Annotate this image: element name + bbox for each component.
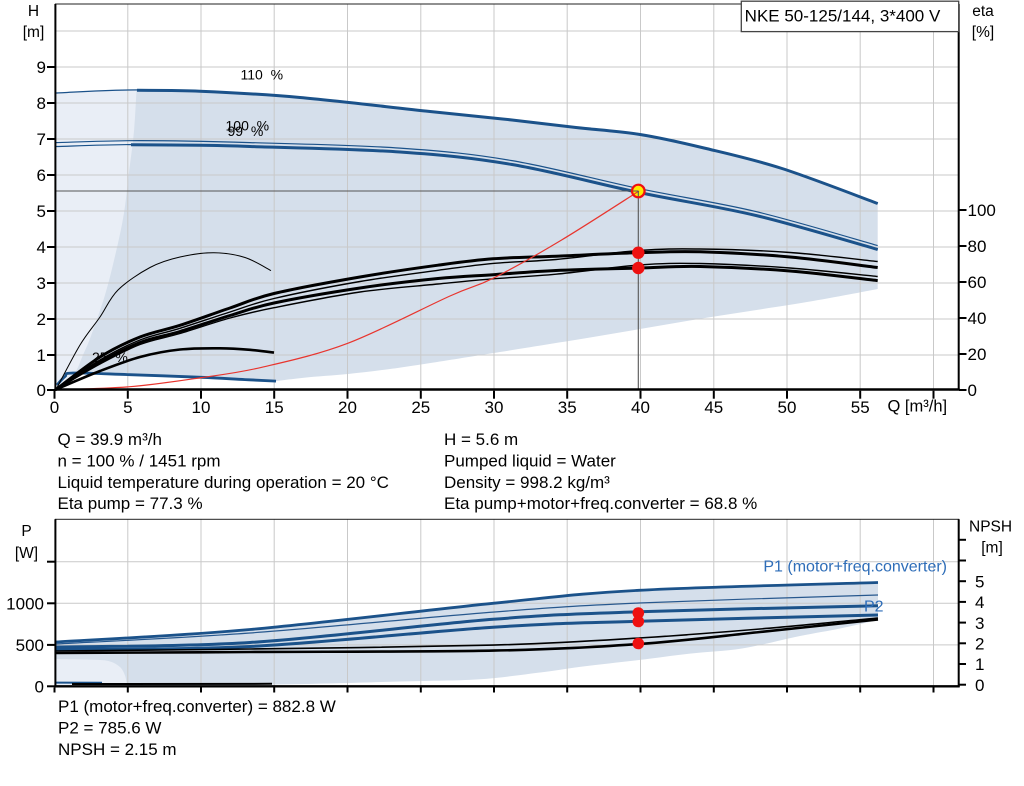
svg-text:0: 0 bbox=[37, 381, 46, 400]
svg-text:6: 6 bbox=[37, 166, 46, 185]
svg-text:9: 9 bbox=[37, 58, 46, 77]
svg-text:P2: P2 bbox=[864, 599, 884, 616]
svg-text:2: 2 bbox=[975, 635, 984, 654]
svg-text:eta: eta bbox=[972, 3, 994, 20]
svg-text:Eta pump+motor+freq.converter: Eta pump+motor+freq.converter = 68.8 % bbox=[444, 494, 757, 513]
svg-text:60: 60 bbox=[968, 273, 987, 292]
svg-text:Pumped liquid = Water: Pumped liquid = Water bbox=[444, 451, 616, 470]
svg-text:H: H bbox=[28, 3, 39, 20]
svg-text:0: 0 bbox=[50, 398, 59, 417]
svg-text:0: 0 bbox=[975, 676, 984, 695]
svg-text:8: 8 bbox=[37, 94, 46, 113]
svg-text:25 %: 25 % bbox=[92, 349, 128, 365]
svg-text:20: 20 bbox=[968, 345, 987, 364]
svg-text:1: 1 bbox=[975, 655, 984, 674]
svg-text:110 %: 110 % bbox=[241, 67, 284, 83]
svg-text:NKE 50-125/144, 3*400 V: NKE 50-125/144, 3*400 V bbox=[745, 6, 941, 25]
svg-text:Q = 39.9 m³/h: Q = 39.9 m³/h bbox=[58, 430, 162, 449]
svg-text:P1 (motor+freq.converter): P1 (motor+freq.converter) bbox=[763, 559, 947, 576]
svg-text:1: 1 bbox=[37, 346, 46, 365]
svg-text:Liquid temperature during oper: Liquid temperature during operation = 20… bbox=[58, 473, 389, 492]
svg-text:2: 2 bbox=[37, 310, 46, 329]
svg-text:NPSH: NPSH bbox=[969, 519, 1012, 536]
svg-text:99 %: 99 % bbox=[228, 123, 264, 139]
svg-text:[%]: [%] bbox=[972, 24, 994, 41]
svg-text:50: 50 bbox=[778, 398, 797, 417]
svg-text:40: 40 bbox=[631, 398, 650, 417]
svg-text:80: 80 bbox=[968, 237, 987, 256]
svg-text:n = 100 % / 1451 rpm: n = 100 % / 1451 rpm bbox=[58, 451, 221, 470]
svg-text:7: 7 bbox=[37, 130, 46, 149]
svg-text:4: 4 bbox=[37, 238, 46, 257]
svg-text:H = 5.6 m: H = 5.6 m bbox=[444, 430, 518, 449]
svg-text:1000: 1000 bbox=[6, 595, 44, 614]
svg-text:45: 45 bbox=[704, 398, 723, 417]
svg-text:[m]: [m] bbox=[23, 24, 45, 41]
svg-text:P: P bbox=[21, 523, 31, 540]
svg-text:0: 0 bbox=[35, 678, 44, 697]
svg-text:35: 35 bbox=[558, 398, 577, 417]
svg-text:20: 20 bbox=[338, 398, 357, 417]
svg-text:Density = 998.2 kg/m³: Density = 998.2 kg/m³ bbox=[444, 473, 610, 492]
svg-text:5: 5 bbox=[123, 398, 132, 417]
svg-text:Eta pump = 77.3 %: Eta pump = 77.3 % bbox=[58, 494, 203, 513]
svg-text:NPSH = 2.15 m: NPSH = 2.15 m bbox=[58, 740, 177, 759]
svg-text:P1 (motor+freq.converter) = 88: P1 (motor+freq.converter) = 882.8 W bbox=[58, 697, 336, 716]
svg-text:500: 500 bbox=[16, 636, 44, 655]
svg-text:25: 25 bbox=[411, 398, 430, 417]
svg-text:5: 5 bbox=[37, 202, 46, 221]
svg-text:55: 55 bbox=[851, 398, 870, 417]
svg-text:15: 15 bbox=[265, 398, 284, 417]
svg-text:0: 0 bbox=[968, 381, 977, 400]
svg-text:5: 5 bbox=[975, 572, 984, 591]
svg-text:[W]: [W] bbox=[15, 545, 38, 562]
svg-text:10: 10 bbox=[192, 398, 211, 417]
svg-text:P2 = 785.6 W: P2 = 785.6 W bbox=[58, 719, 161, 738]
svg-text:40: 40 bbox=[968, 309, 987, 328]
svg-text:Q [m³/h]: Q [m³/h] bbox=[888, 398, 948, 416]
svg-text:3: 3 bbox=[975, 614, 984, 633]
svg-text:4: 4 bbox=[975, 593, 984, 612]
svg-text:3: 3 bbox=[37, 274, 46, 293]
svg-text:[m]: [m] bbox=[981, 540, 1003, 557]
svg-text:100: 100 bbox=[968, 201, 996, 220]
svg-text:30: 30 bbox=[485, 398, 504, 417]
